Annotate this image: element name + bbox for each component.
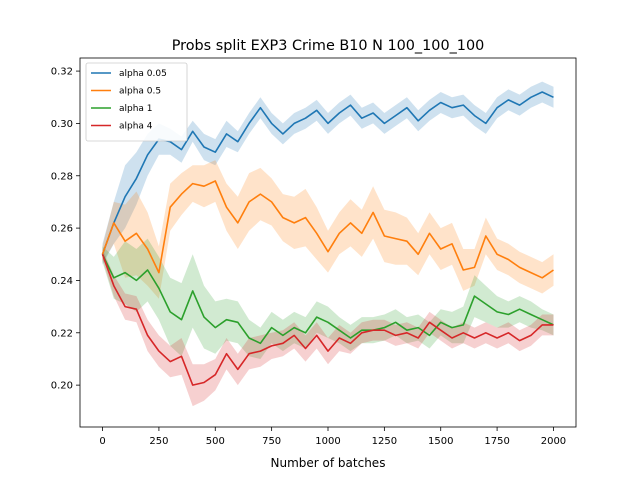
series-band-3 <box>102 249 554 407</box>
series-band-2 <box>102 238 554 359</box>
x-tick-label: 1000 <box>315 436 340 447</box>
x-axis-label: Number of batches <box>271 456 386 470</box>
y-tick-label: 0.24 <box>51 276 73 287</box>
series-line-3 <box>101 254 554 386</box>
x-tick-label: 1750 <box>484 436 509 447</box>
x-tick-label: 1250 <box>372 436 397 447</box>
x-tick-label: 250 <box>149 436 168 447</box>
x-tick-label: 750 <box>262 436 281 447</box>
chart-title: Probs split EXP3 Crime B10 N 100_100_100 <box>172 38 485 54</box>
series-band-1 <box>102 160 554 299</box>
y-tick-label: 0.32 <box>51 67 73 78</box>
series-line-2 <box>101 253 554 345</box>
x-tick-label: 500 <box>206 436 225 447</box>
x-tick-label: 1500 <box>428 436 453 447</box>
x-tick-label: 0 <box>99 436 105 447</box>
legend-label-1: alpha 0.5 <box>119 87 161 97</box>
y-tick-label: 0.28 <box>51 171 73 182</box>
y-axis: 0.20 0.22 0.24 0.26 0.28 0.30 0.32 <box>51 67 80 392</box>
y-tick-label: 0.22 <box>51 328 73 339</box>
legend-label-2: alpha 1 <box>119 104 153 114</box>
y-tick-label: 0.26 <box>51 224 73 235</box>
series-line-1 <box>101 180 554 279</box>
legend-label-0: alpha 0.05 <box>119 69 167 79</box>
legend: alpha 0.05 alpha 0.5 alpha 1 alpha 4 <box>85 62 188 142</box>
plot-frame <box>79 57 577 428</box>
x-tick-label: 2000 <box>541 436 566 447</box>
series-line-0 <box>101 91 554 255</box>
x-axis: 0 250 500 750 1000 1250 1500 1750 2000 <box>99 427 566 447</box>
legend-label-3: alpha 4 <box>119 122 153 132</box>
y-tick-label: 0.30 <box>51 119 73 130</box>
legend-box <box>85 62 188 142</box>
y-tick-label: 0.20 <box>51 381 73 392</box>
